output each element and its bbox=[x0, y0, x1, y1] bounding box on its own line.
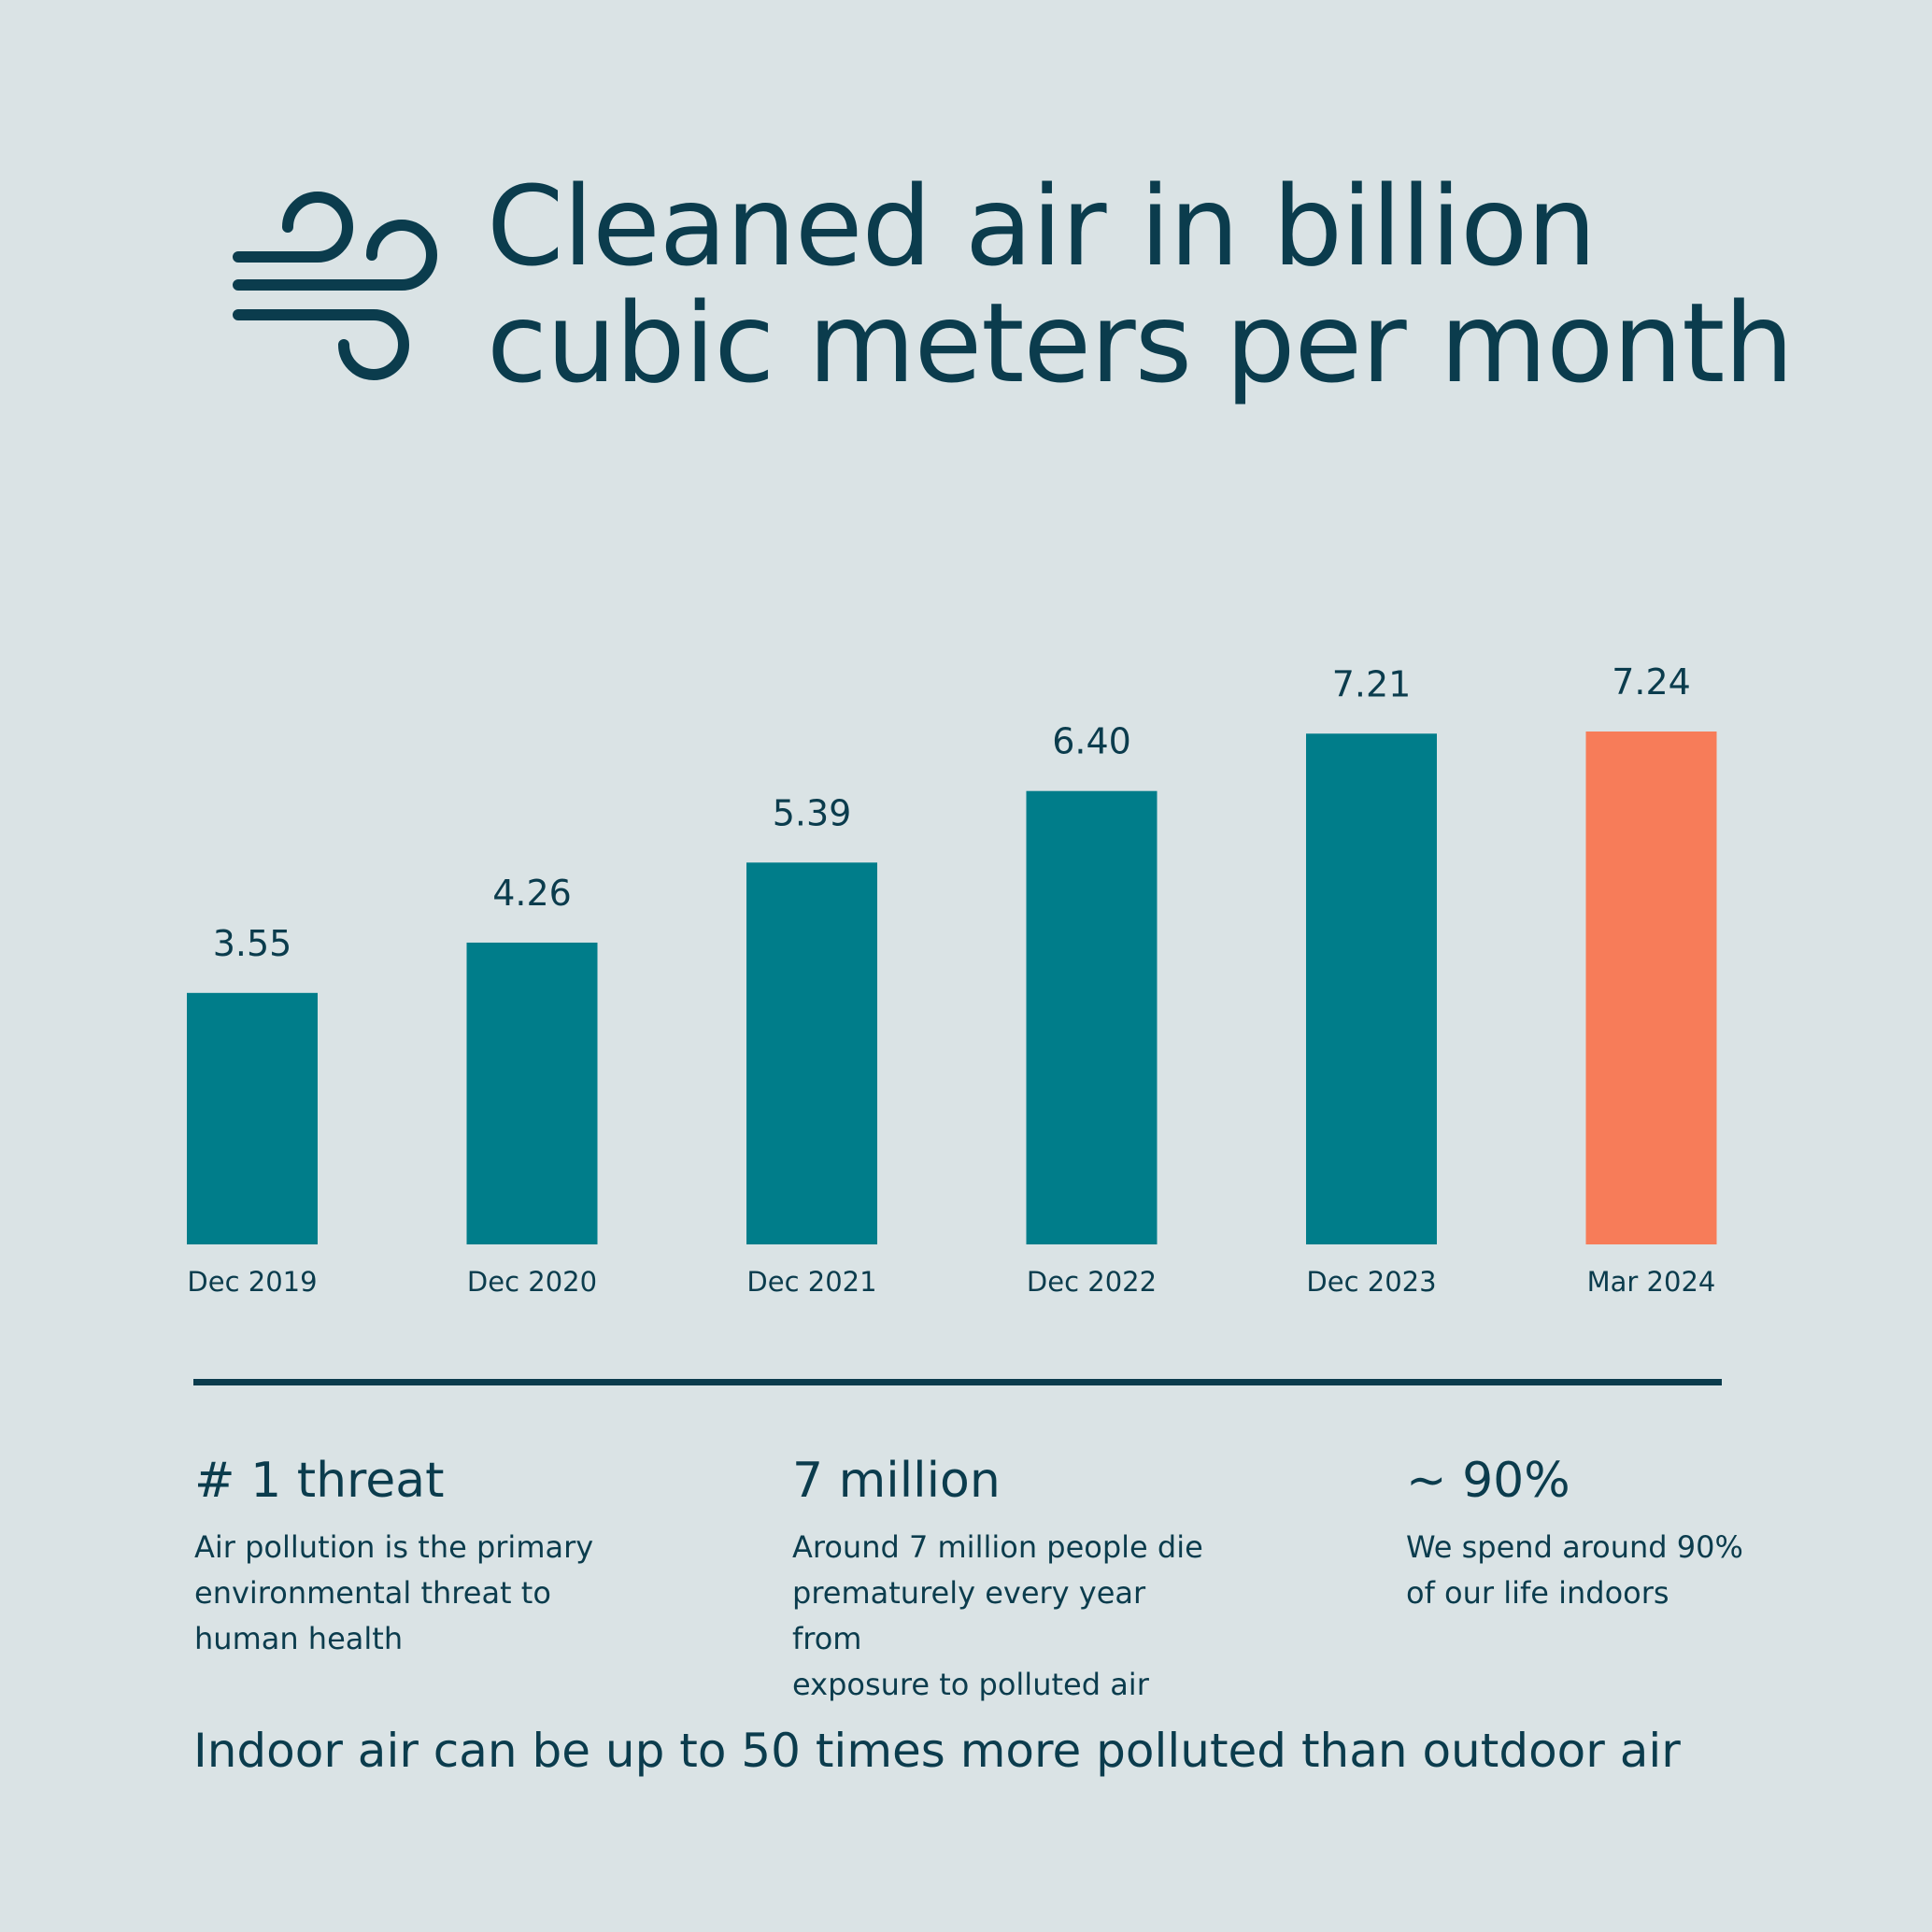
stat-heading: ~ 90% bbox=[1406, 1453, 1570, 1509]
stat-heading: 7 million bbox=[792, 1453, 1001, 1509]
footer-note: Indoor air can be up to 50 times more po… bbox=[193, 1724, 1681, 1778]
divider bbox=[193, 1379, 1722, 1385]
category-label: Dec 2021 bbox=[746, 1266, 876, 1298]
data-label: 5.39 bbox=[773, 792, 852, 833]
category-label: Dec 2022 bbox=[1027, 1266, 1157, 1298]
bar-dec-2020 bbox=[466, 942, 598, 1244]
data-label: 4.26 bbox=[492, 873, 572, 914]
stat-text: Air pollution is the primary environmenta… bbox=[194, 1529, 594, 1656]
stat-heading: # 1 threat bbox=[194, 1453, 445, 1509]
stat-indoors: ~ 90% We spend around 90% of our life ind… bbox=[1406, 1448, 1817, 1616]
title-line-1: Cleaned air in billion bbox=[487, 162, 1597, 291]
page-title: Cleaned air in billion cubic meters per … bbox=[487, 162, 1794, 407]
category-label: Dec 2023 bbox=[1306, 1266, 1436, 1298]
stat-text: We spend around 90% of our life indoors bbox=[1406, 1529, 1743, 1611]
stat-deaths: 7 million Around 7 million people die pre… bbox=[792, 1448, 1203, 1708]
data-label: 3.55 bbox=[213, 923, 292, 964]
bar-dec-2019 bbox=[187, 992, 318, 1244]
bar-dec-2023 bbox=[1306, 733, 1437, 1244]
data-label: 6.40 bbox=[1052, 721, 1131, 762]
bar-mar-2024 bbox=[1585, 732, 1717, 1244]
bar-dec-2022 bbox=[1026, 790, 1158, 1244]
category-label: Mar 2024 bbox=[1587, 1266, 1716, 1298]
bar-dec-2021 bbox=[746, 862, 877, 1244]
category-label: Dec 2019 bbox=[187, 1266, 317, 1298]
title-line-2: cubic meters per month bbox=[487, 278, 1794, 407]
data-label: 7.21 bbox=[1332, 663, 1412, 704]
bar-chart: 3.55 Dec 2019 4.26 Dec 2020 5.39 Dec 2021 6.40… bbox=[187, 661, 1717, 1298]
stat-threat: # 1 threat Air pollution is the primary e… bbox=[194, 1448, 605, 1662]
stat-text: Around 7 million people die prematurely e… bbox=[792, 1529, 1203, 1702]
data-label: 7.24 bbox=[1612, 661, 1691, 703]
category-label: Dec 2020 bbox=[467, 1266, 597, 1298]
wind-icon bbox=[233, 192, 437, 380]
